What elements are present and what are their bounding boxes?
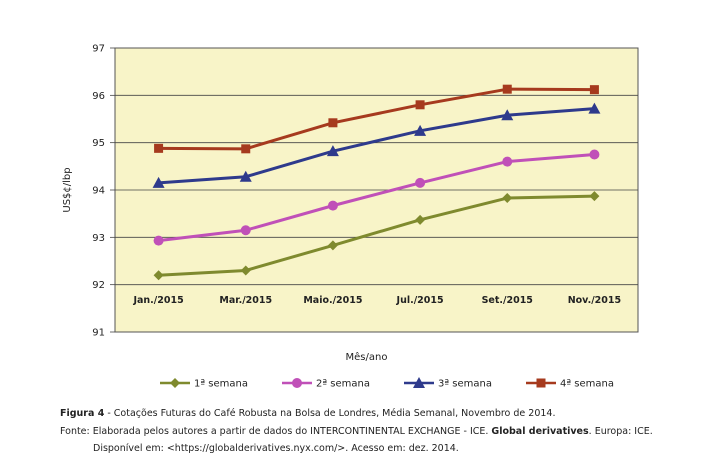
data-point xyxy=(241,144,251,154)
data-point xyxy=(589,149,600,160)
legend-marker xyxy=(413,377,425,388)
y-tick-label: 95 xyxy=(92,138,105,149)
legend-label: 4ª semana xyxy=(560,379,614,390)
legend-marker xyxy=(536,378,546,388)
x-tick-label: Nov./2015 xyxy=(568,295,621,306)
x-tick-label: Jul./2015 xyxy=(396,295,444,306)
figure-title: - Cotações Futuras do Café Robusta na Bo… xyxy=(104,408,556,419)
data-point xyxy=(153,270,164,281)
data-point xyxy=(239,170,252,182)
legend-marker xyxy=(292,378,302,388)
data-point xyxy=(414,124,427,136)
data-point xyxy=(415,100,425,110)
legend-marker xyxy=(170,378,180,388)
legend-label: 3ª semana xyxy=(438,379,492,390)
y-tick-label: 94 xyxy=(92,186,105,197)
y-tick-label: 92 xyxy=(92,280,105,291)
x-axis-label: Mês/ano xyxy=(346,351,388,363)
data-point xyxy=(240,225,251,236)
available-text: Disponível em: <https://globalderivative… xyxy=(93,443,459,454)
source-text: Fonte: Elaborada pelos autores a partir … xyxy=(60,426,492,437)
legend-label: 2ª semana xyxy=(316,379,370,390)
y-tick-label: 96 xyxy=(92,91,105,102)
legend-label: 1ª semana xyxy=(194,379,248,390)
data-point xyxy=(415,214,426,225)
figure-caption: Figura 4 - Cotações Futuras do Café Robu… xyxy=(60,408,555,419)
y-tick-label: 97 xyxy=(92,44,105,55)
x-tick-label: Set./2015 xyxy=(482,295,533,306)
data-point xyxy=(502,193,513,204)
data-point xyxy=(326,145,339,157)
data-point xyxy=(328,118,338,128)
x-tick-label: Jan./2015 xyxy=(132,295,183,306)
data-point xyxy=(502,156,513,167)
data-point xyxy=(152,176,165,188)
series-line-1 xyxy=(158,194,595,277)
data-point xyxy=(240,265,251,276)
x-tick-label: Mar./2015 xyxy=(219,295,272,306)
source-caption: Fonte: Elaborada pelos autores a partir … xyxy=(60,426,653,437)
figure-label: Figura 4 xyxy=(60,408,105,419)
data-point xyxy=(589,85,599,95)
y-tick-label: 91 xyxy=(92,328,105,339)
series-line-2 xyxy=(158,153,595,243)
x-tick-label: Maio./2015 xyxy=(303,295,362,306)
available-caption: Disponível em: <https://globalderivative… xyxy=(93,443,459,454)
data-point xyxy=(153,235,164,246)
data-point xyxy=(501,109,514,121)
data-point xyxy=(154,143,164,153)
series-line-3 xyxy=(158,107,595,185)
y-axis-label: US$¢/lbp xyxy=(62,167,73,212)
source-tail: . Europa: ICE. xyxy=(588,426,653,437)
data-point xyxy=(589,191,600,202)
data-point xyxy=(502,84,512,94)
source-bold: Global derivatives xyxy=(491,426,589,437)
chart: 91 92 93 94 95 96 97 Jan./2015 Mar./2015 Maio./20… xyxy=(62,44,639,390)
data-point xyxy=(327,240,338,251)
data-point xyxy=(415,177,426,188)
series-line-4 xyxy=(158,87,595,151)
data-point xyxy=(327,200,338,211)
y-tick-label: 93 xyxy=(92,233,105,244)
data-point xyxy=(588,102,601,114)
